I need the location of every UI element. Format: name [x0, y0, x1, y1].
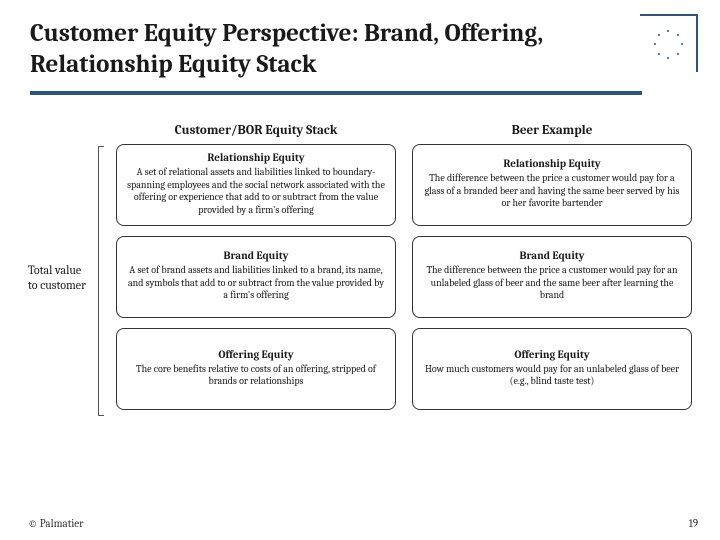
column-right: Beer Example Relationship Equity The dif… [412, 123, 692, 410]
box-body: The core benefits relative to costs of a… [127, 363, 385, 388]
content-region: Total value to customer Customer/BOR Equ… [0, 103, 720, 416]
page-number: 19 [689, 517, 698, 530]
box-body: The difference between the price a custo… [423, 264, 681, 302]
columns: Customer/BOR Equity Stack Relationship E… [116, 123, 692, 410]
box-title: Offering Equity [127, 348, 385, 361]
box-body: How much customers would pay for an unla… [423, 363, 681, 388]
box-title: Brand Equity [127, 249, 385, 262]
dot-circle-icon [654, 30, 684, 60]
corner-decoration [640, 14, 698, 72]
box-body: A set of brand assets and liabilities li… [127, 264, 385, 302]
box-title: Relationship Equity [127, 151, 385, 164]
col-header-right: Beer Example [412, 123, 692, 138]
box-offering-right: Offering Equity How much customers would… [412, 328, 692, 410]
copyright: © Palmatier [28, 517, 84, 530]
header: Customer Equity Perspective: Brand, Offe… [0, 0, 720, 103]
header-rule [30, 91, 642, 95]
box-body: The difference between the price a custo… [423, 172, 681, 210]
column-left: Customer/BOR Equity Stack Relationship E… [116, 123, 396, 410]
box-relationship-right: Relationship Equity The difference betwe… [412, 144, 692, 226]
box-brand-right: Brand Equity The difference between the … [412, 236, 692, 318]
bracket-icon [96, 146, 108, 416]
box-offering-left: Offering Equity The core benefits relati… [116, 328, 396, 410]
col-header-left: Customer/BOR Equity Stack [116, 123, 396, 138]
box-relationship-left: Relationship Equity A set of relational … [116, 144, 396, 226]
box-brand-left: Brand Equity A set of brand assets and l… [116, 236, 396, 318]
box-title: Brand Equity [423, 249, 681, 262]
box-body: A set of relational assets and liabiliti… [127, 166, 385, 216]
page-title: Customer Equity Perspective: Brand, Offe… [30, 18, 590, 81]
box-title: Relationship Equity [423, 157, 681, 170]
stack-left: Relationship Equity A set of relational … [116, 144, 396, 410]
stack-right: Relationship Equity The difference betwe… [412, 144, 692, 410]
side-label: Total value to customer [28, 263, 88, 294]
footer: © Palmatier 19 [28, 517, 698, 530]
box-title: Offering Equity [423, 348, 681, 361]
